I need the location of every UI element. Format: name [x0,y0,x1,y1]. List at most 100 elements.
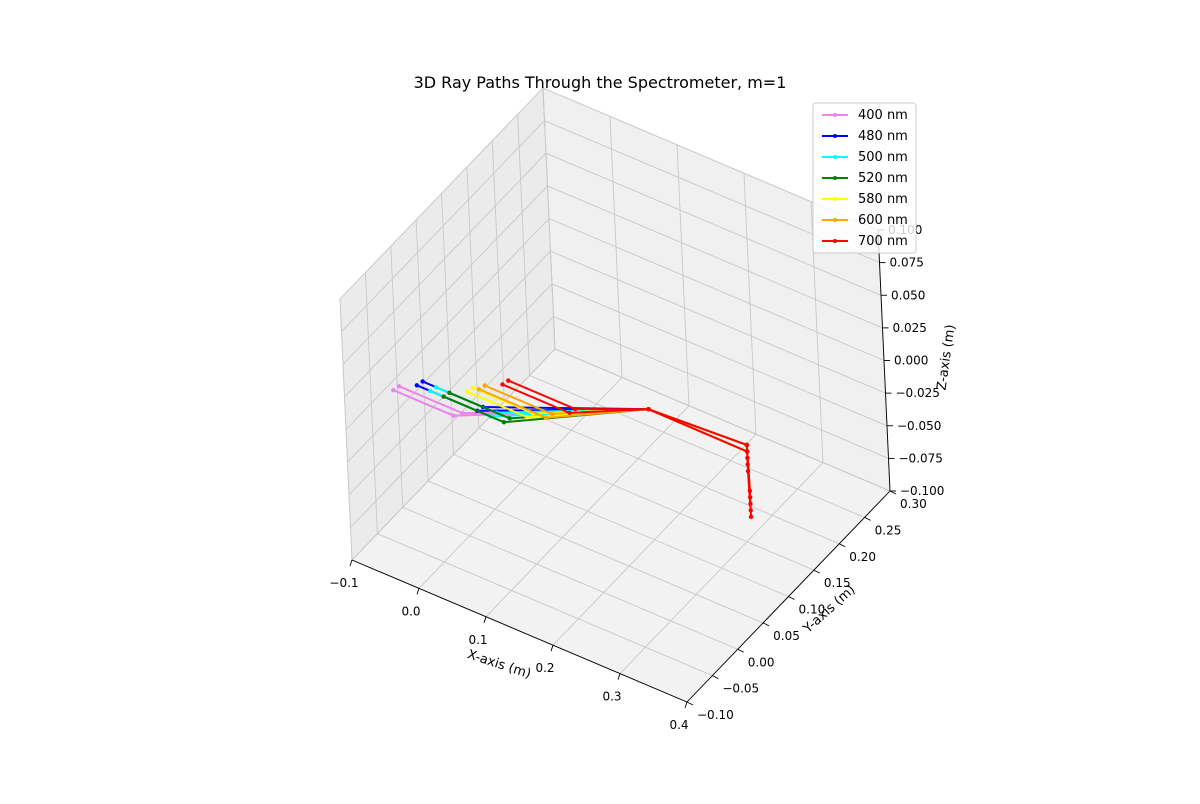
z-tick-label: −0.100 [900,484,944,498]
axis-lines [349,229,897,709]
series-5-ray-0-point [476,387,482,392]
series-6-ray-0-point [567,410,572,416]
series-6-ray-0-point [500,382,505,387]
legend-label-5: 600 nm [858,213,908,228]
x-tick-label: 0.2 [535,661,554,675]
series-5-ray-0-point [543,415,549,420]
legend-marker-4 [833,197,837,201]
series-3-ray-0-point [441,394,446,399]
series-3-ray-0-point [501,419,507,425]
series-0-ray-1-point [460,411,465,416]
series-3-ray-1-point [447,390,452,396]
y-tick-label: 0.25 [875,523,902,537]
y-tick [737,648,744,653]
series-6-ray-1-point [573,406,578,412]
z-tick-label: 0.075 [890,256,924,270]
detector-ray-0-point [744,442,749,448]
legend-label-0: 400 nm [858,108,908,123]
detector-ray-4-point [745,468,751,474]
detector-ray-4-line [747,470,753,517]
x-tick-label: 0.1 [468,633,487,647]
detector-ray-4-point [748,514,754,520]
series-6-ray-1-line [507,379,748,446]
x-tick [617,673,621,680]
x-tick [483,616,487,623]
series-5-ray-1-point [549,411,554,417]
y-tick [813,569,821,574]
series-6-ray-0-line [502,383,748,453]
x-tick [416,588,420,595]
z-tick-label: 0.000 [894,354,928,368]
z-gridline [342,152,882,365]
series-6-ray-1-point [646,407,651,412]
z-gridline [351,348,891,561]
series-1-ray-1-point [420,379,425,384]
y-tick-label: 0.10 [799,603,826,617]
z-gridline [344,185,883,398]
series-4-ray-0-point [525,415,530,420]
detector-ray-4 [745,468,754,520]
z-tick-label: −0.025 [896,386,940,400]
z-tick-label: 0.025 [893,321,927,335]
x-axis-line [351,559,688,703]
x-tick-label: 0.0 [401,604,420,618]
y-tick-label: 0.00 [748,655,775,669]
z-axis-label: Z-axis (m) [934,324,958,392]
legend-label-1: 480 nm [858,129,908,144]
series-0-ray-1-point [396,384,402,389]
z-gridline [350,315,889,528]
y-tick-label: 0.30 [900,497,927,511]
y-tick [889,490,897,495]
legend-marker-0 [833,113,837,117]
z-gridline [345,217,885,430]
legend-marker-2 [833,155,837,159]
x-tick-label: 0.3 [602,690,621,704]
legend-marker-5 [833,218,837,222]
x-tick [684,701,688,709]
series-0-ray-0-point [391,387,396,393]
y-tick-label: −0.10 [697,708,734,722]
y-tick [686,701,694,706]
detector-ray-3-point [745,462,750,467]
z-gridline [347,250,886,463]
legend-label-2: 500 nm [858,150,908,165]
chart-title: 3D Ray Paths Through the Spectrometer, m… [414,73,787,92]
z-gridline [339,87,879,300]
x-tick-label: −0.1 [329,576,358,590]
series-1-ray-0-point [414,383,420,388]
legend: 400 nm 480 nm 500 nm 520 nm 580 nm 600 nm 700 … [812,102,917,254]
z-tick-label: −0.075 [899,451,943,465]
legend-marker-6 [833,239,837,243]
y-tick-label: 0.20 [849,550,876,564]
y-tick-label: 0.05 [773,629,800,643]
z-tick-label: −0.050 [897,419,941,433]
series-2-ray-1-point [433,384,439,390]
legend-box [812,102,917,254]
x-tick [349,559,353,567]
tick-labels: −0.1 0.0 0.1 0.2 0.3 0.4 −0.10 −0.05 0.00 0.05 0.1… [329,223,944,732]
series-2-ray-0-point [428,388,433,394]
detector-ray-1-point [744,449,750,454]
legend-marker-1 [833,134,837,138]
y-tick [762,622,770,627]
x-tick [550,645,554,652]
y-tick [864,516,871,521]
series-4-ray-1-point [470,385,476,391]
series-3-ray-1-point [507,416,512,421]
y-tick [712,675,719,680]
y-tick-label: −0.05 [722,682,759,696]
series-6-ray-1-point [506,378,511,383]
x-axis-label: X-axis (m) [465,647,532,682]
y-tick-label: 0.15 [824,576,851,590]
legend-label-6: 700 nm [858,234,908,249]
z-gridline [348,283,888,496]
legend-marker-3 [833,176,837,180]
x-tick-label: 0.4 [669,718,688,732]
y-tick [788,596,795,600]
series-0-ray-0-point [451,413,456,418]
y-tick [839,543,846,548]
series-5-ray-1-point [482,383,487,388]
z-gridline [341,120,880,332]
